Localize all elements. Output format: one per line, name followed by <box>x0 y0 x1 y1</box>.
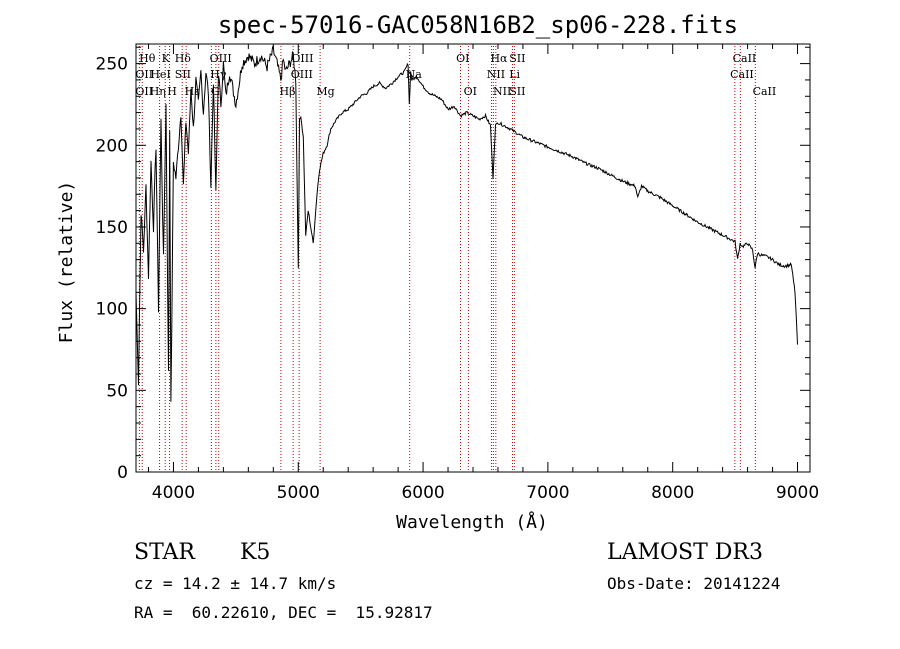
plot-frame <box>135 43 811 473</box>
x-tick-label: 8000 <box>651 483 694 503</box>
line-label-row3-8: NII <box>493 85 511 98</box>
line-label-row1-5: OI <box>456 52 469 65</box>
subclass-label: K5 <box>240 540 271 565</box>
x-axis-label: Wavelength (Å) <box>396 511 548 533</box>
x-tick-label: 9000 <box>776 483 819 503</box>
line-label-row1-7: SII <box>509 52 525 65</box>
line-label-row3-0: OII <box>135 85 153 98</box>
line-label-row3-6: Mg <box>316 85 334 98</box>
line-label-row1-1: K <box>162 52 171 65</box>
line-label-row3-3: Hε <box>185 85 201 98</box>
y-tick-label: 0 <box>117 463 128 483</box>
obs-date-label: Obs-Date: 20141224 <box>607 574 781 593</box>
line-label-row2-5: Na <box>406 68 423 81</box>
line-label-row1-2: Hδ <box>175 52 192 65</box>
y-axis: 0 50 100 150 200 250 <box>96 46 810 483</box>
line-label-row2-7: Li <box>509 68 520 81</box>
x-axis: 4000 5000 6000 7000 8000 9000 <box>147 44 819 503</box>
chart-title: spec-57016-GAC058N16B2_sp06-228.fits <box>218 11 738 39</box>
coords-label: RA = 60.22610, DEC = 15.92817 <box>134 603 433 622</box>
line-label-row1-8: CaII <box>733 52 757 65</box>
y-tick-label: 100 <box>96 300 128 320</box>
line-label-row3-1: Hη <box>150 85 166 98</box>
y-tick-label: 150 <box>96 218 128 238</box>
x-tick-label: 5000 <box>277 483 320 503</box>
x-tick-label: 7000 <box>526 483 569 503</box>
y-tick-label: 250 <box>96 55 128 75</box>
line-label-row2-0: OII <box>135 68 153 81</box>
class-label: STAR <box>134 540 195 565</box>
line-label-row1-0: Hθ <box>139 52 156 65</box>
x-tick-label: 6000 <box>401 483 444 503</box>
x-tick-label: 4000 <box>152 483 195 503</box>
line-label-row2-2: SII <box>175 68 191 81</box>
line-label-row3-5: Hβ <box>280 85 296 98</box>
line-label-row2-4: OIII <box>291 68 313 81</box>
survey-label: LAMOST DR3 <box>607 540 763 565</box>
line-label-row2-8: CaII <box>730 68 754 81</box>
redshift-label: cz = 14.2 ± 14.7 km/s <box>134 574 337 593</box>
line-label-row3-7: OI <box>464 85 477 98</box>
line-label-row2-1: HeI <box>150 68 170 81</box>
line-label-row3-2: H <box>167 85 177 98</box>
line-label-row2-6: NII <box>487 68 505 81</box>
y-axis-label: Flux (relative) <box>56 181 77 344</box>
line-label-row1-4: OIII <box>291 52 313 65</box>
spectrum-line <box>135 44 798 402</box>
y-tick-label: 200 <box>96 136 128 156</box>
line-label-row3-4: G <box>211 85 220 98</box>
line-label-row1-6: Hα <box>490 52 508 65</box>
y-tick-label: 50 <box>106 381 128 401</box>
emission-line-markers <box>138 46 756 472</box>
line-label-row1-3: OIII <box>210 52 232 65</box>
line-label-row3-10: CaII <box>753 85 777 98</box>
line-label-row3-9: SII <box>509 85 525 98</box>
